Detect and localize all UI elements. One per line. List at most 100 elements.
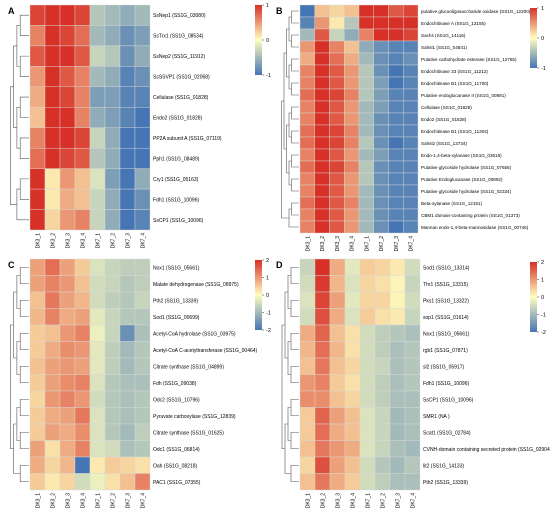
heatmap-cell	[74, 168, 91, 190]
heatmap-cell	[299, 308, 316, 326]
heatmap-cell	[359, 291, 376, 309]
column-label: DK7_1	[364, 236, 370, 252]
heatmap-cell	[314, 16, 330, 30]
scale-tick-label: 0	[541, 36, 544, 42]
heatmap-cell	[44, 25, 61, 47]
heatmap-cell	[359, 456, 376, 474]
heatmap-cell	[373, 4, 389, 18]
heatmap-cell	[74, 25, 91, 47]
heatmap-cell	[29, 473, 46, 491]
heatmap-cell	[373, 124, 389, 138]
scale-tick-label: 2	[266, 258, 269, 264]
row-label: Putative glycoside hydrolase (SS1G_07656…	[421, 165, 512, 170]
heatmap-cell	[358, 148, 374, 162]
heatmap-cell	[329, 440, 346, 458]
heatmap-cell	[89, 188, 106, 210]
heatmap-cell	[329, 112, 345, 126]
heatmap-cell	[44, 209, 61, 231]
heatmap-cell	[404, 456, 421, 474]
heatmap-cell	[119, 291, 136, 309]
heatmap-cell	[29, 66, 46, 88]
heatmap-cell	[134, 188, 151, 210]
heatmap-cell	[119, 374, 136, 392]
row-label: Fdh1 (SS1G_10096)	[423, 381, 469, 387]
heatmap-cell	[389, 456, 406, 474]
heatmap-cell	[344, 4, 360, 18]
heatmap-cell	[374, 456, 391, 474]
row-label: Beta-xylanase (SS1G_12191)	[421, 201, 483, 206]
row-label: Endochitinase A (SS1G_13155)	[421, 21, 486, 26]
dendrogram-branch	[19, 266, 29, 285]
heatmap-cell	[314, 76, 330, 90]
dendrogram-branch	[16, 106, 21, 149]
heatmap-cell	[89, 308, 106, 326]
heatmap-cell	[314, 275, 331, 293]
row-label: Pph1 (SS1G_08489)	[153, 156, 200, 162]
row-label: Cellulase (SS1G_01828)	[421, 105, 472, 110]
heatmap-cell	[299, 112, 315, 126]
heatmap-cell	[299, 28, 315, 42]
heatmap-cell	[358, 88, 374, 102]
heatmap-cell	[314, 291, 331, 309]
heatmap-cell	[59, 473, 76, 491]
heatmap-cell	[44, 473, 61, 491]
panel-label: C	[8, 260, 15, 270]
row-label: Cry1 (SS1G_05163)	[153, 177, 199, 183]
heatmap-cell	[388, 100, 404, 114]
heatmap-cell	[104, 341, 121, 359]
heatmap-cell	[359, 258, 376, 276]
dendrogram-branch	[13, 291, 17, 359]
heatmap-cell	[299, 390, 316, 408]
heatmap-cell	[104, 188, 121, 210]
heatmap-cell	[373, 16, 389, 30]
row-label: Endochitinase B1 (SS1G_11304)	[421, 129, 489, 134]
heatmap-cell	[299, 4, 315, 18]
heatmap-cell	[44, 308, 61, 326]
heatmap-cell	[29, 423, 46, 441]
dendrogram-branch	[19, 55, 29, 77]
heatmap-cell	[299, 124, 315, 138]
column-label: DK3_1	[306, 493, 312, 509]
dendrogram-branch	[288, 160, 292, 186]
scale-tick-label: -1	[266, 311, 271, 317]
heatmap-cell	[104, 374, 121, 392]
heatmap-cell	[299, 291, 316, 309]
dendrogram-branch	[16, 341, 21, 375]
heatmap-cell	[119, 341, 136, 359]
row-label: PAC1 (SS1G_07355)	[153, 480, 201, 486]
heatmap-cell	[119, 275, 136, 293]
heatmap-cell	[104, 147, 121, 169]
row-label: Pks1 (SS1G_13322)	[423, 298, 469, 304]
row-label: Endochitinase 33 (SS1G_11212)	[421, 69, 488, 74]
heatmap-cell	[373, 184, 389, 198]
heatmap-cell	[329, 258, 346, 276]
heatmap-cell	[74, 423, 91, 441]
heatmap-cell	[329, 76, 345, 90]
heatmap-cell	[104, 423, 121, 441]
heatmap-cell	[374, 275, 391, 293]
row-label: Putative carbohydrate esterase (SS1G_127…	[421, 57, 517, 62]
heatmap-cell	[344, 440, 361, 458]
dendrogram-branch	[290, 266, 299, 285]
heatmap-cell	[59, 341, 76, 359]
heatmap-cell	[134, 107, 151, 128]
heatmap-cell	[389, 440, 406, 458]
heatmap-cell	[388, 220, 404, 234]
heatmap-cell	[344, 374, 361, 392]
heatmap-cell	[344, 148, 360, 162]
heatmap-cell	[89, 209, 106, 231]
dendrogram-branch	[290, 332, 299, 351]
heatmap-cell	[104, 357, 121, 375]
heatmap-cell	[89, 407, 106, 425]
heatmap-cell	[299, 220, 315, 234]
dendrogram-branch	[291, 178, 299, 192]
heatmap-cell	[299, 196, 315, 210]
heatmap-cell	[358, 184, 374, 198]
dendrogram-branch	[286, 124, 289, 174]
row-label: Endo2 (SS1G_01828)	[421, 117, 467, 122]
heatmap-cell	[388, 40, 404, 54]
column-label: DK3_1	[36, 233, 42, 249]
heatmap-cell	[29, 291, 46, 309]
heatmap-cell	[403, 220, 419, 234]
heatmap-cell	[74, 357, 91, 375]
